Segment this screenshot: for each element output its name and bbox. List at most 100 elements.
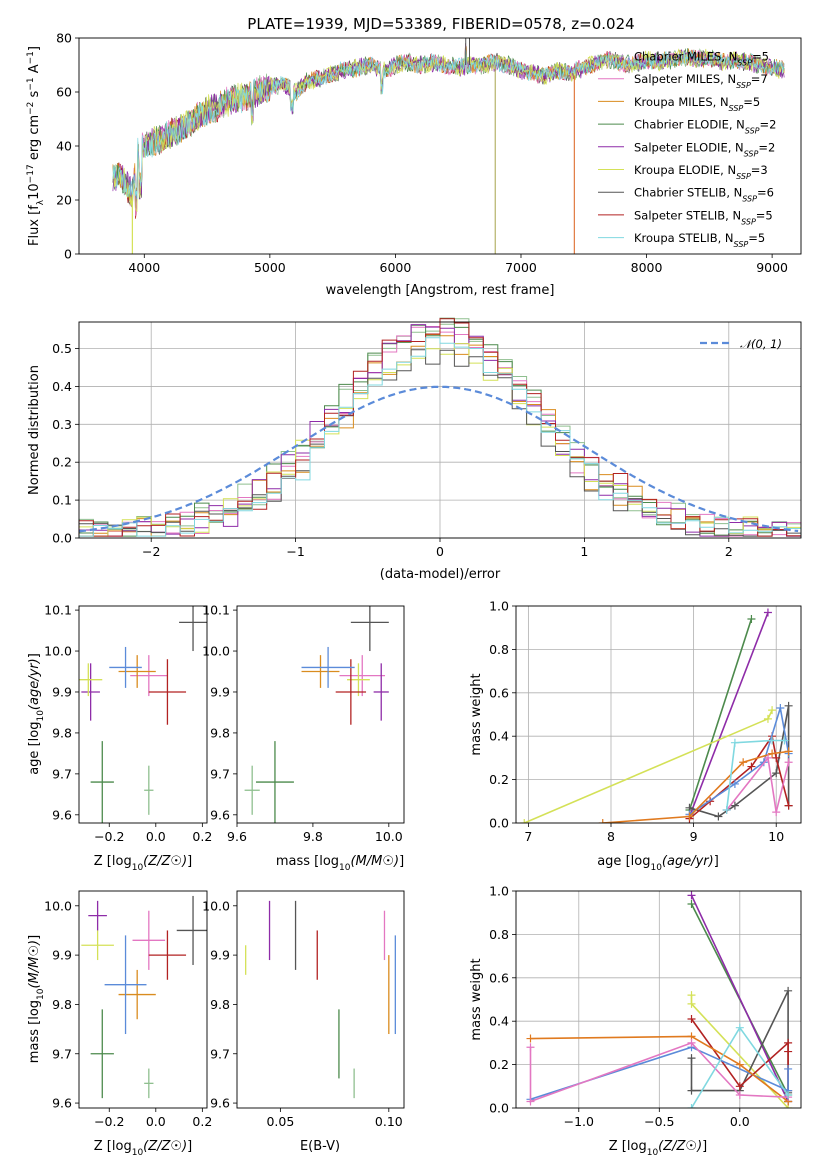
y-tick-label: 0.1 <box>52 493 72 508</box>
weight-line <box>725 739 785 811</box>
spectrum-line <box>112 49 785 199</box>
y-axis-label: Flux [fλ10−17 erg cm−2 s−1 A−1] <box>26 46 46 246</box>
y-tick-label: 9.7 <box>210 766 230 781</box>
x-tick-label: 7 <box>524 829 532 844</box>
y-tick-label: 80 <box>56 31 72 46</box>
spectrum-line <box>112 48 785 212</box>
weight-line <box>689 705 790 818</box>
y-tick-label: 40 <box>56 139 72 154</box>
weight-marker <box>784 758 793 767</box>
weight-marker <box>735 1023 744 1032</box>
x-tick-label: 9000 <box>756 260 788 275</box>
y-tick-label: 0.2 <box>489 772 509 787</box>
mass_vs_ebv-axes: 0.05 0.10 9.6 9.7 9.8 9.9 10.0 <box>202 890 405 1129</box>
weight-marker <box>687 1086 696 1095</box>
y-tick-label: 9.8 <box>52 997 72 1012</box>
y-tick-label: 0.4 <box>52 379 72 394</box>
x-tick-label: 0.0 <box>146 829 166 844</box>
weight-marker <box>784 1064 793 1073</box>
weight-marker <box>735 1090 744 1099</box>
y-tick-label: 9.8 <box>210 725 230 740</box>
axes-frame <box>515 890 802 1109</box>
y-tick-label: 0.8 <box>489 927 509 942</box>
x-tick-label: 6000 <box>380 260 412 275</box>
legend-label: 𝒩(0, 1) <box>740 337 782 351</box>
x-axis-label: Z [log10(Z/Z☉)] <box>94 854 192 873</box>
weight-marker <box>772 753 781 762</box>
x-axis-label: age [log10(age/yr)] <box>597 854 719 873</box>
x-tick-label: 0.05 <box>266 1114 294 1129</box>
y-axis-label: mass weight <box>469 673 484 755</box>
weight-marker <box>687 1104 696 1108</box>
weight-marker <box>687 900 696 909</box>
weight-line <box>530 1046 789 1101</box>
weight-marker <box>784 801 793 810</box>
weight-marker <box>730 779 739 788</box>
y-axis-label: mass [log10(M/M☉)] <box>27 935 46 1063</box>
legend-label: Salpeter ELODIE, NSSP=2 <box>634 140 775 158</box>
spectrum-axes: 4000 5000 6000 7000 8000 9000 0 20 40 60 80 wavelen… <box>26 31 802 298</box>
age_vs_mass-axes: 9.6 9.8 10.0 9.6 9.7 9.8 9.9 10.0 10.1 <box>202 603 405 844</box>
x-tick-label: 0.10 <box>375 1114 403 1129</box>
axes-frame <box>78 321 802 539</box>
weight-marker <box>784 986 793 995</box>
y-tick-label: 9.8 <box>210 997 230 1012</box>
y-tick-label: 9.9 <box>52 948 72 963</box>
weight-marker <box>687 1054 696 1063</box>
weight-line <box>688 618 753 811</box>
axes-frame <box>236 605 405 824</box>
y-tick-label: 10.0 <box>202 644 230 659</box>
mass_vs_Z-axes: −0.2 0.0 0.2 9.6 9.7 9.8 9.9 10.0 <box>44 890 212 1129</box>
weight-marker <box>687 1015 696 1024</box>
legend-label: Kroupa MILES, NSSP=5 <box>634 95 760 113</box>
x-tick-label: 0.0 <box>730 1114 750 1129</box>
residuals-axes: −2 −1 0 1 2 0.0 0.1 0.2 0.3 0.4 0.5 (data-model)/er… <box>27 317 802 582</box>
y-tick-label: 0.5 <box>52 341 72 356</box>
axes-frame <box>78 605 208 824</box>
weight-line <box>688 734 790 820</box>
y-tick-label: 0.0 <box>489 1101 509 1116</box>
weight-marker <box>526 1034 535 1043</box>
weight-line <box>688 612 769 817</box>
y-tick-label: 0.2 <box>489 1057 509 1072</box>
weight-marker <box>776 703 785 712</box>
x-tick-label: −1.0 <box>564 1114 594 1129</box>
x-tick-label: 2 <box>725 544 733 559</box>
x-tick-label: 9 <box>690 829 698 844</box>
weight-marker <box>763 753 772 762</box>
x-tick-label: 10.0 <box>375 829 403 844</box>
legend-label: Chabrier STELIB, NSSP=6 <box>634 186 774 204</box>
x-tick-label: 0.0 <box>146 1114 166 1129</box>
weight-marker <box>784 701 793 710</box>
y-tick-label: 9.9 <box>210 684 230 699</box>
legend-label: Salpeter STELIB, NSSP=5 <box>634 208 773 226</box>
weight-line <box>726 755 790 813</box>
gaussian-reference-curve <box>79 385 799 533</box>
x-axis-label: E(B-V) <box>300 1139 340 1154</box>
y-tick-label: 0.0 <box>489 816 509 831</box>
x-axis-label: wavelength [Angstrom, rest frame] <box>326 283 555 298</box>
x-tick-label: 1 <box>580 544 588 559</box>
x-tick-label: 8 <box>607 829 615 844</box>
x-tick-label: 5000 <box>254 260 286 275</box>
y-tick-label: 0.8 <box>489 642 509 657</box>
weight_vs_age-axes: 7 8 9 10 0.0 0.2 0.4 0.6 0.8 1.0 mass weight <box>469 599 802 844</box>
x-tick-label: −0.5 <box>644 1114 674 1129</box>
x-tick-label: 9.6 <box>227 829 247 844</box>
x-tick-label: 4000 <box>128 260 160 275</box>
weight-marker <box>687 999 696 1008</box>
y-tick-label: 10.0 <box>202 898 230 913</box>
x-axis-label: (data-model)/error <box>380 567 501 582</box>
weight-marker <box>730 738 739 747</box>
legend-label: Kroupa ELODIE, NSSP=3 <box>634 163 768 181</box>
legend-label: Chabrier ELODIE, NSSP=2 <box>634 118 776 136</box>
y-tick-label: 0.6 <box>489 685 509 700</box>
weight-marker <box>526 1043 535 1052</box>
y-tick-label: 9.6 <box>52 807 72 822</box>
weight-marker <box>735 1082 744 1091</box>
weight-marker <box>784 1090 793 1099</box>
y-tick-label: 20 <box>56 193 72 208</box>
axes-frame <box>78 890 208 1109</box>
x-tick-label: −0.2 <box>94 829 124 844</box>
